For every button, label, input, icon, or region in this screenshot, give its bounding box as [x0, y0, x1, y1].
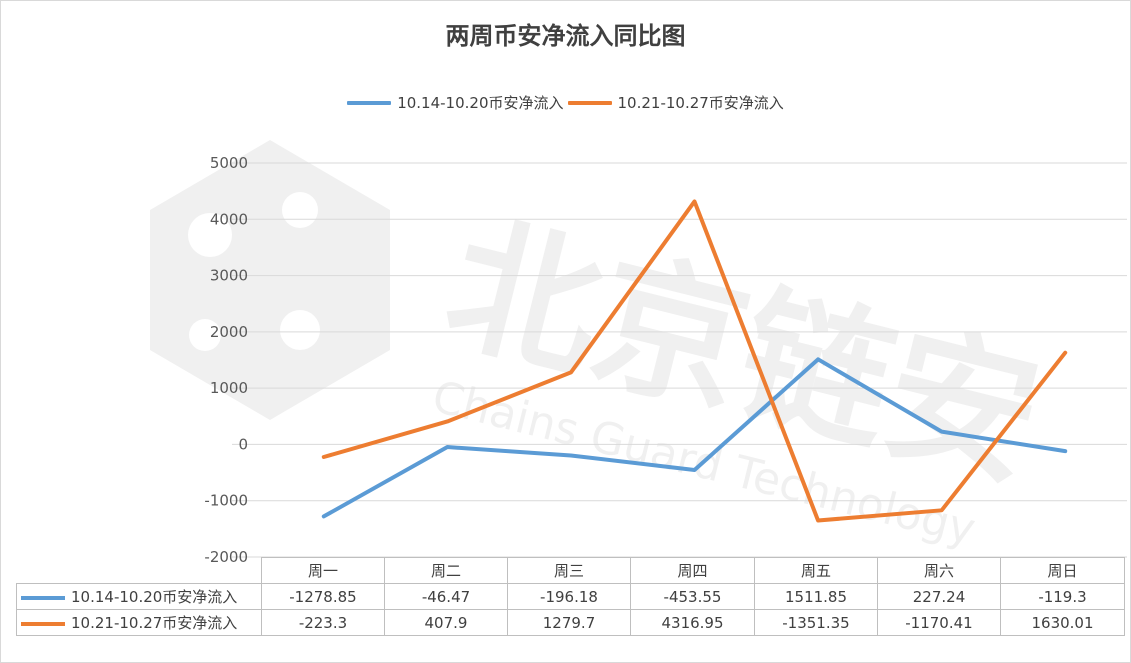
watermark: 北京链安 Chains Guard Technology	[150, 140, 1056, 555]
data-label: -1278.85	[261, 583, 385, 610]
data-table: 周一 周二 周三 周四 周五 周六 周日 10.14-10.20币安净流入 -1…	[16, 557, 1125, 636]
y-tick-label: 2000	[210, 323, 248, 341]
data-table-row-series-2: 10.21-10.27币安净流入 -223.3 407.9 1279.7 431…	[16, 609, 1125, 636]
y-tick-label: -2000	[204, 548, 248, 566]
category-label: 周三	[507, 557, 631, 584]
data-label: -223.3	[261, 609, 385, 636]
legend-item-series-1: 10.14-10.20币安净流入	[347, 92, 564, 113]
y-axis-ticks: 5000 4000 3000 2000 1000 0 -1000 -2000	[204, 154, 248, 566]
series-name: 10.21-10.27币安净流入	[71, 614, 238, 632]
data-label: -46.47	[384, 583, 508, 610]
data-table-series-label: 10.21-10.27币安净流入	[16, 609, 262, 636]
category-label: 周六	[877, 557, 1001, 584]
y-tick-label: 1000	[210, 379, 248, 397]
legend-label-series-1: 10.14-10.20币安净流入	[397, 94, 564, 112]
data-table-header-row: 周一 周二 周三 周四 周五 周六 周日	[17, 557, 1125, 584]
category-label: 周五	[754, 557, 878, 584]
category-label: 周四	[630, 557, 755, 584]
legend-label-series-2: 10.21-10.27币安净流入	[617, 94, 784, 112]
legend-swatch-series-1	[347, 100, 392, 105]
data-label: -1170.41	[877, 609, 1001, 636]
watermark-logo	[150, 140, 390, 420]
category-label: 周日	[1000, 557, 1125, 584]
data-label: -196.18	[507, 583, 631, 610]
data-table-corner	[17, 558, 262, 584]
category-label: 周一	[261, 557, 385, 584]
data-label: -1351.35	[754, 609, 878, 636]
series-key-swatch	[21, 595, 65, 600]
legend-swatch-series-2	[567, 100, 612, 105]
y-tick-label: 4000	[210, 210, 248, 228]
data-label: 1511.85	[754, 583, 878, 610]
data-table-row-series-1: 10.14-10.20币安净流入 -1278.85 -46.47 -196.18…	[16, 583, 1125, 610]
series-line-2	[321, 199, 1068, 523]
series-line-1	[321, 357, 1068, 519]
data-label: 227.24	[877, 583, 1001, 610]
category-label: 周二	[384, 557, 508, 584]
series-lines	[321, 199, 1068, 523]
y-tick-label: -1000	[204, 492, 248, 510]
y-tick-label: 0	[238, 435, 248, 453]
chart-title: 两周币安净流入同比图	[445, 21, 686, 50]
data-label: 407.9	[384, 609, 508, 636]
data-label: 4316.95	[630, 609, 755, 636]
data-label: 1630.01	[1000, 609, 1125, 636]
data-label: 1279.7	[507, 609, 631, 636]
series-name: 10.14-10.20币安净流入	[71, 588, 238, 606]
legend: 10.14-10.20币安净流入 10.21-10.27币安净流入	[0, 92, 1131, 113]
y-tick-label: 3000	[210, 267, 248, 285]
series-key-swatch	[21, 621, 65, 626]
data-label: -119.3	[1000, 583, 1125, 610]
data-label: -453.55	[630, 583, 755, 610]
y-tick-label: 5000	[210, 154, 248, 172]
data-table-series-label: 10.14-10.20币安净流入	[16, 583, 262, 610]
legend-item-series-2: 10.21-10.27币安净流入	[567, 92, 784, 113]
